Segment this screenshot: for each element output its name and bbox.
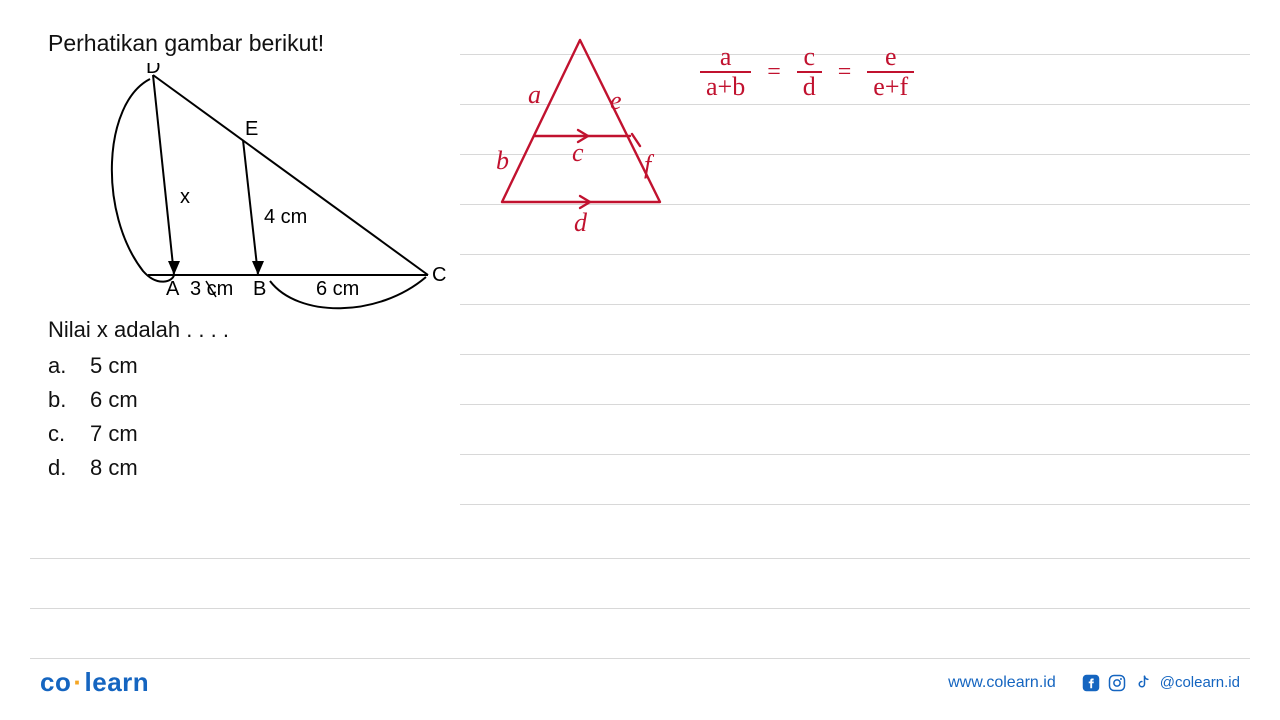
fraction-lhs: a a+b: [700, 44, 751, 100]
geometry-svg: D E A B C x 4 cm 3 cm 6 cm: [48, 63, 448, 313]
label-D: D: [146, 63, 160, 78]
logo: co·learn: [40, 667, 149, 698]
social-group: @colearn.id: [1082, 674, 1240, 692]
rule-line-full: [30, 558, 1250, 559]
handwriting-equation: a a+b = c d = e e+f: [700, 44, 914, 100]
label-x: x: [180, 186, 190, 208]
option-letter: d.: [48, 451, 72, 485]
option-text: 7 cm: [90, 417, 138, 451]
mid-num: c: [797, 44, 821, 71]
option-letter: b.: [48, 383, 72, 417]
logo-dot: ·: [71, 667, 84, 697]
footer-url[interactable]: www.colearn.id: [948, 674, 1056, 692]
logo-learn: learn: [85, 667, 150, 697]
mid-den: d: [797, 71, 822, 100]
problem-title: Perhatikan gambar berikut!: [48, 30, 448, 57]
rule-line: [460, 504, 1250, 505]
hw-label-f: f: [644, 150, 651, 180]
option-b: b. 6 cm: [48, 383, 448, 417]
geometry-diagram: D E A B C x 4 cm 3 cm 6 cm: [48, 63, 448, 313]
rhs-num: e: [879, 44, 903, 71]
label-bc: 6 cm: [316, 278, 359, 300]
label-B: B: [253, 278, 266, 300]
option-text: 8 cm: [90, 451, 138, 485]
hw-label-c: c: [572, 138, 584, 168]
label-C: C: [432, 264, 446, 286]
fraction-mid: c d: [797, 44, 822, 100]
tiktok-icon[interactable]: [1134, 674, 1152, 692]
rule-line: [460, 454, 1250, 455]
page: Perhatikan gambar berikut!: [0, 0, 1280, 720]
label-A: A: [166, 278, 180, 300]
rule-line-full: [30, 658, 1250, 659]
footer-handle[interactable]: @colearn.id: [1160, 674, 1240, 691]
label-eb: 4 cm: [264, 206, 307, 228]
hw-label-e: e: [610, 86, 622, 116]
option-c: c. 7 cm: [48, 417, 448, 451]
rule-line: [460, 404, 1250, 405]
logo-co: co: [40, 667, 71, 697]
option-text: 5 cm: [90, 349, 138, 383]
option-a: a. 5 cm: [48, 349, 448, 383]
lhs-den: a+b: [700, 71, 751, 100]
rule-line: [460, 304, 1250, 305]
footer-right: www.colearn.id @colearn.id: [948, 674, 1240, 692]
footer: co·learn www.colearn.id @colearn.id: [40, 667, 1240, 698]
answer-options: a. 5 cm b. 6 cm c. 7 cm d. 8 cm: [48, 349, 448, 485]
fraction-rhs: e e+f: [867, 44, 914, 100]
lhs-num: a: [714, 44, 738, 71]
label-E: E: [245, 118, 258, 140]
instagram-icon[interactable]: [1108, 674, 1126, 692]
rule-line: [460, 354, 1250, 355]
option-d: d. 8 cm: [48, 451, 448, 485]
hw-label-b: b: [496, 146, 509, 176]
equals-sign: =: [838, 59, 852, 86]
option-text: 6 cm: [90, 383, 138, 417]
rhs-den: e+f: [867, 71, 914, 100]
rule-line-full: [30, 608, 1250, 609]
problem-column: Perhatikan gambar berikut!: [48, 30, 448, 485]
hw-label-d: d: [574, 208, 587, 238]
equals-sign: =: [767, 59, 781, 86]
hw-label-a: a: [528, 80, 541, 110]
option-letter: c.: [48, 417, 72, 451]
facebook-icon[interactable]: [1082, 674, 1100, 692]
rule-line: [460, 254, 1250, 255]
option-letter: a.: [48, 349, 72, 383]
problem-question: Nilai x adalah . . . .: [48, 317, 448, 343]
